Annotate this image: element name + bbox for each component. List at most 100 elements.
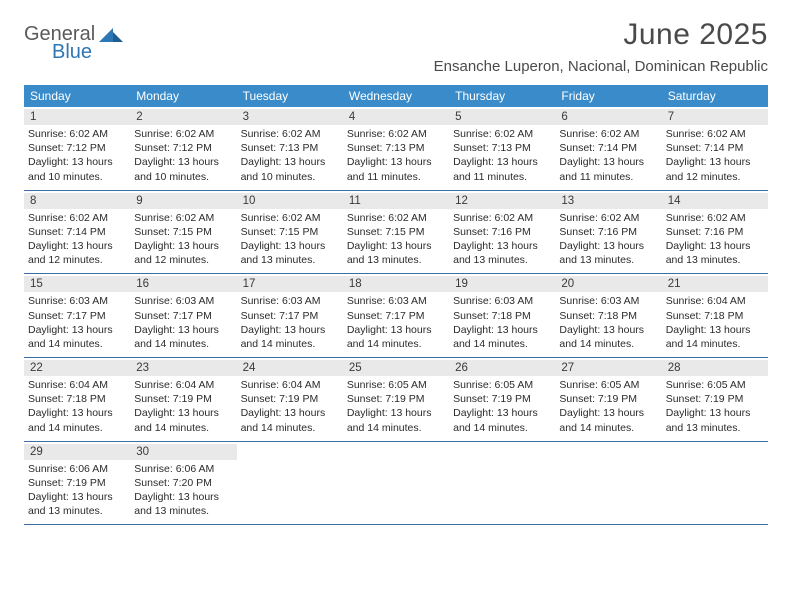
day-number-row: 17 [237,276,343,292]
calendar-day: 23Sunrise: 6:04 AMSunset: 7:19 PMDayligh… [130,358,236,441]
location-line: Ensanche Luperon, Nacional, Dominican Re… [434,58,768,75]
calendar-week: 22Sunrise: 6:04 AMSunset: 7:18 PMDayligh… [24,358,768,442]
weekday-header: Tuesday [237,85,343,107]
day-number-row: 1 [24,109,130,125]
calendar-day: 9Sunrise: 6:02 AMSunset: 7:15 PMDaylight… [130,191,236,274]
day-number: 24 [243,362,337,374]
day-entry-line: Sunrise: 6:05 AM [666,378,764,392]
day-entry-line: Daylight: 13 hours [241,323,339,337]
day-entry-line: Sunset: 7:15 PM [134,225,232,239]
day-entry-line: Daylight: 13 hours [241,239,339,253]
day-number: 4 [349,111,443,123]
day-entry-line: Sunset: 7:15 PM [347,225,445,239]
day-entry-line: Sunrise: 6:02 AM [559,211,657,225]
calendar-day [555,442,661,525]
day-entry-line: Daylight: 13 hours [28,406,126,420]
calendar-day: 29Sunrise: 6:06 AMSunset: 7:19 PMDayligh… [24,442,130,525]
day-entry-line: Daylight: 13 hours [347,239,445,253]
day-entry-line: Sunset: 7:18 PM [28,392,126,406]
calendar-week: 29Sunrise: 6:06 AMSunset: 7:19 PMDayligh… [24,442,768,526]
day-entry-line: Sunset: 7:16 PM [666,225,764,239]
day-entry-line: Daylight: 13 hours [453,323,551,337]
day-entry-line: and 14 minutes. [347,421,445,435]
day-entry-line: Sunrise: 6:05 AM [347,378,445,392]
calendar-week: 1 Sunrise: 6:02 AM Sunset: 7:12 PM Daylight… [24,107,768,191]
weekday-header: Sunday [24,85,130,107]
day-number: 19 [455,278,549,290]
day-entry-line: Daylight: 13 hours [28,239,126,253]
day-entry-line: Daylight: 13 hours [559,239,657,253]
day-entry-line: Sunrise: 6:03 AM [28,294,126,308]
day-number-row: 26 [449,360,555,376]
day-entry-line: Sunset: 7:14 PM [666,141,764,155]
calendar-day: 11 Sunrise: 6:02 AMSunset: 7:15 PMDayligh… [343,191,449,274]
day-number: 12 [455,195,549,207]
calendar-day: 30Sunrise: 6:06 AMSunset: 7:20 PMDayligh… [130,442,236,525]
weekday-header: Wednesday [343,85,449,107]
calendar-day: 28Sunrise: 6:05 AMSunset: 7:19 PMDayligh… [662,358,768,441]
day-entry-line: Sunrise: 6:04 AM [134,378,232,392]
calendar-day: 14Sunrise: 6:02 AMSunset: 7:16 PMDayligh… [662,191,768,274]
weekday-header-row: SundayMondayTuesdayWednesdayThursdayFrid… [24,85,768,107]
day-entry-line: Daylight: 13 hours [347,406,445,420]
day-entry-line: Sunset: 7:14 PM [559,141,657,155]
day-number-row: 29 [24,444,130,460]
day-entry-line: Sunrise: 6:02 AM [241,211,339,225]
day-number: 6 [561,111,655,123]
day-number: 17 [243,278,337,290]
day-number: 30 [136,446,230,458]
day-number: 21 [668,278,762,290]
day-number-row: 7 [662,109,768,125]
day-entry-line: Daylight: 13 hours [453,406,551,420]
day-entry-line: Sunrise: 6:02 AM [559,127,657,141]
calendar-day: 20Sunrise: 6:03 AMSunset: 7:18 PMDayligh… [555,274,661,357]
calendar-day: 21Sunrise: 6:04 AMSunset: 7:18 PMDayligh… [662,274,768,357]
day-entry-line: Sunrise: 6:03 AM [559,294,657,308]
day-entry-line: and 13 minutes. [241,253,339,267]
day-entry-line: Daylight: 13 hours [666,155,764,169]
day-number-row: 9 [130,193,236,209]
day-entry-line: Sunrise: 6:02 AM [453,127,551,141]
day-number: 11 [349,195,443,207]
day-number-row: 2 [130,109,236,125]
day-entry-line: Sunset: 7:17 PM [347,309,445,323]
day-entry-line: Sunset: 7:13 PM [347,141,445,155]
brand-text: General Blue [24,24,95,62]
day-number-row: 10 [237,193,343,209]
day-entry-line: and 11 minutes. [347,170,445,184]
day-entry-line: Sunrise: 6:02 AM [453,211,551,225]
day-entry-line: and 12 minutes. [28,253,126,267]
calendar-week: 8Sunrise: 6:02 AMSunset: 7:14 PMDaylight… [24,191,768,275]
day-entry-line: Sunset: 7:16 PM [453,225,551,239]
day-entry-line: and 12 minutes. [666,170,764,184]
day-entry-line: Sunset: 7:14 PM [28,225,126,239]
day-entry-line: Daylight: 13 hours [453,239,551,253]
day-entry-line: and 10 minutes. [134,170,232,184]
day-entry-line: and 13 minutes. [28,504,126,518]
day-number: 2 [136,111,230,123]
day-entry-line: Sunset: 7:18 PM [559,309,657,323]
calendar-day: 17Sunrise: 6:03 AMSunset: 7:17 PMDayligh… [237,274,343,357]
day-entry-line: Sunrise: 6:02 AM [28,127,126,141]
day-entry-line: and 14 minutes. [241,421,339,435]
calendar-grid: SundayMondayTuesdayWednesdayThursdayFrid… [24,85,768,525]
day-number: 8 [30,195,124,207]
calendar-day: 12 Sunrise: 6:02 AMSunset: 7:16 PMDayligh… [449,191,555,274]
day-number-row: 23 [130,360,236,376]
day-number: 25 [349,362,443,374]
calendar-day [237,442,343,525]
day-entry-line: Sunset: 7:19 PM [666,392,764,406]
day-entry-line: Daylight: 13 hours [28,155,126,169]
day-entry-line: Sunrise: 6:02 AM [134,211,232,225]
calendar-day: 18Sunrise: 6:03 AMSunset: 7:17 PMDayligh… [343,274,449,357]
day-number-row: 5 [449,109,555,125]
day-entry-line: Daylight: 13 hours [28,490,126,504]
day-entry-line: Sunrise: 6:02 AM [347,211,445,225]
day-entry-line: and 13 minutes. [347,253,445,267]
day-entry-line: Sunset: 7:12 PM [134,141,232,155]
day-number: 10 [243,195,337,207]
calendar-day: 7Sunrise: 6:02 AMSunset: 7:14 PMDaylight… [662,107,768,190]
day-entry-line: and 14 minutes. [28,421,126,435]
day-entry-line: and 14 minutes. [559,421,657,435]
calendar-day: 16Sunrise: 6:03 AMSunset: 7:17 PMDayligh… [130,274,236,357]
